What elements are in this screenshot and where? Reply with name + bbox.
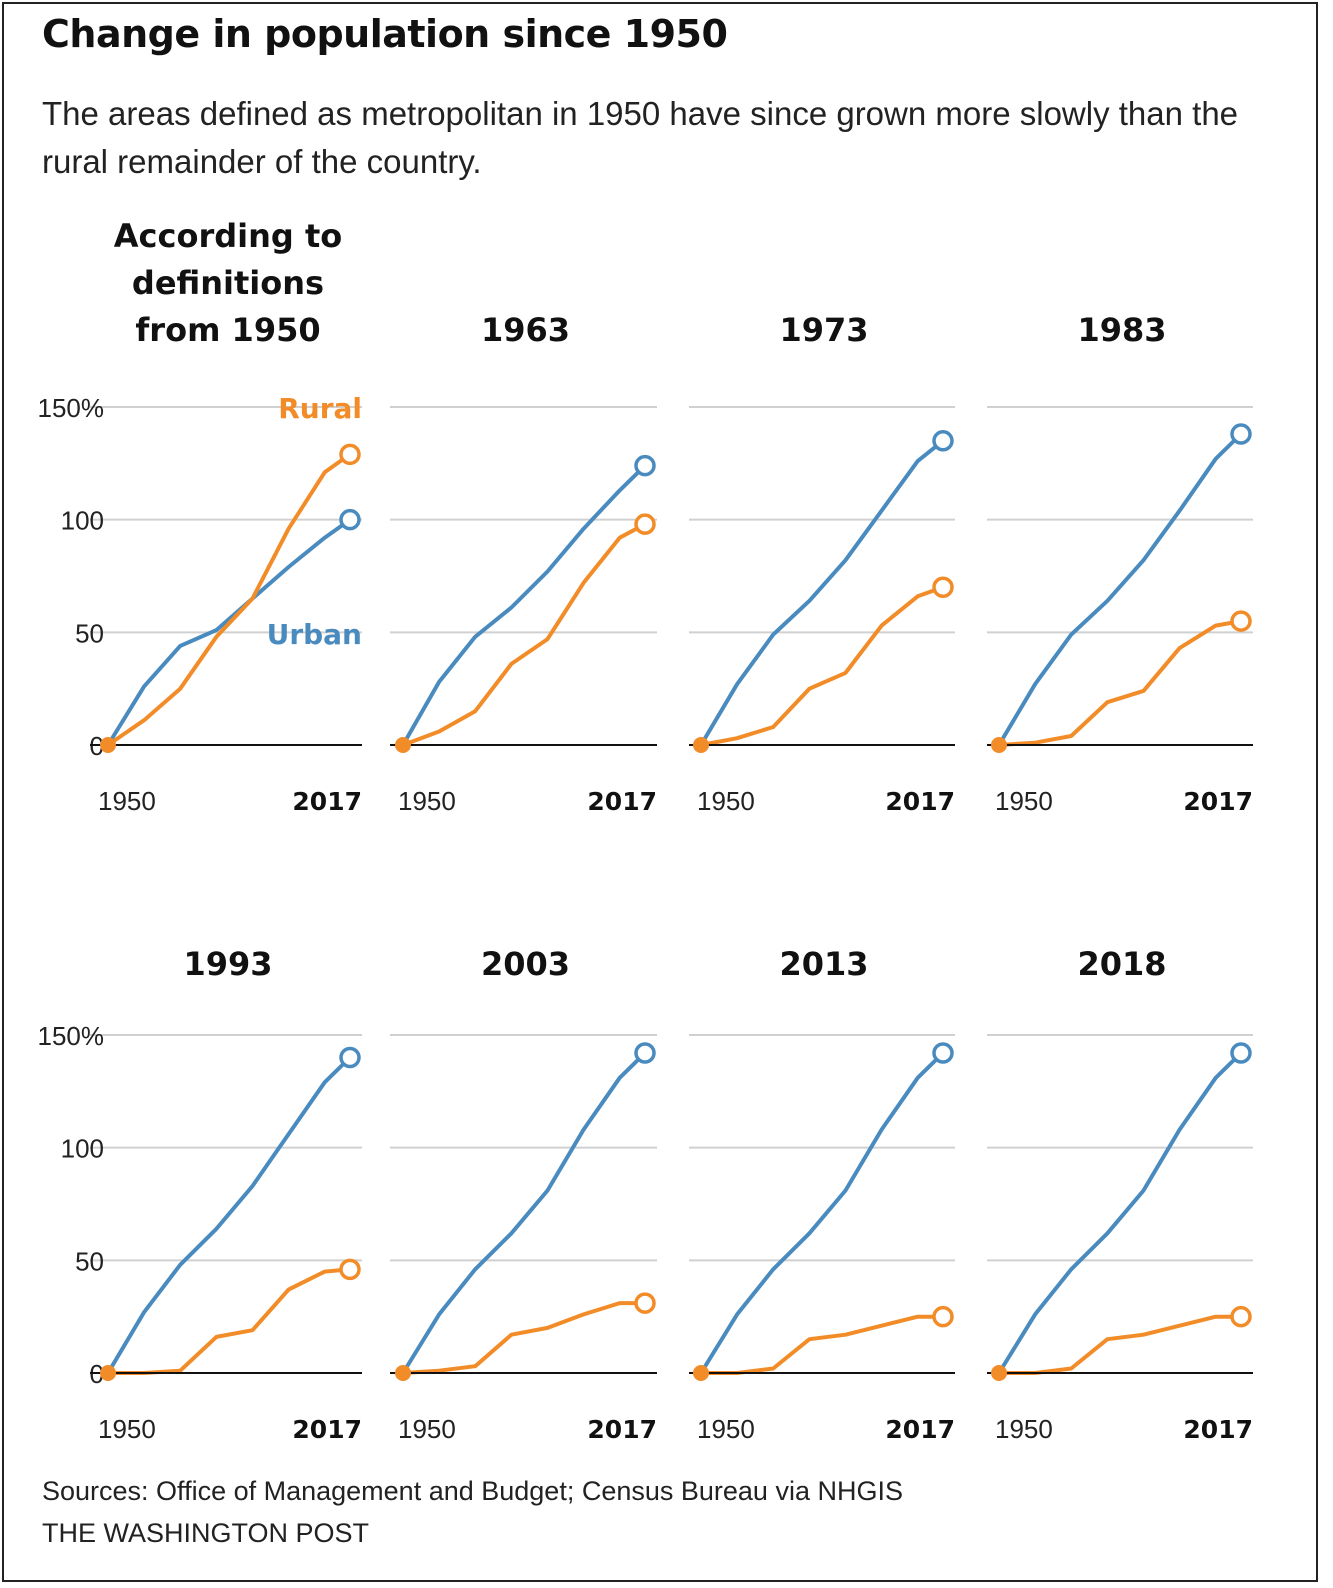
panel-title-line: definitions bbox=[132, 264, 324, 302]
x-tick-label-start: 1950 bbox=[398, 786, 456, 816]
rural-end-point bbox=[339, 1258, 361, 1281]
urban-line bbox=[106, 1055, 352, 1375]
urban-end-point bbox=[339, 1046, 361, 1069]
panel-title: 1973 bbox=[779, 311, 868, 349]
panel-title: 2013 bbox=[779, 945, 868, 983]
rural-line bbox=[401, 1301, 647, 1375]
x-tick-label-end: 2017 bbox=[885, 1415, 955, 1444]
chart-subtitle: The areas defined as metropolitan in 195… bbox=[42, 95, 1239, 180]
start-point bbox=[395, 737, 411, 753]
panel-0: According to definitions from 1950 150% 100 5… bbox=[38, 217, 362, 816]
rural-end-point bbox=[932, 1305, 954, 1328]
urban-line bbox=[106, 517, 352, 747]
x-tick-label-start: 1950 bbox=[98, 786, 156, 816]
x-tick-label-start: 1950 bbox=[995, 786, 1053, 816]
x-tick-label-end: 2017 bbox=[587, 787, 657, 816]
panel-title-line: 2013 bbox=[779, 945, 868, 983]
panel-7: 2018 1950 2017 bbox=[987, 945, 1253, 1444]
x-tick-label-end: 2017 bbox=[885, 787, 955, 816]
sources-note: Sources: Office of Management and Budget… bbox=[42, 1476, 903, 1506]
panel-title-line: 1963 bbox=[481, 311, 570, 349]
y-tick-label: 50 bbox=[75, 618, 104, 648]
urban-line bbox=[997, 432, 1243, 747]
urban-end-point bbox=[634, 454, 656, 477]
rural-line bbox=[997, 1314, 1243, 1375]
rural-line bbox=[106, 452, 352, 747]
urban-end-point bbox=[932, 1042, 954, 1064]
x-tick-label-end: 2017 bbox=[1183, 787, 1253, 816]
urban-line bbox=[401, 463, 647, 747]
urban-end-point bbox=[932, 430, 954, 452]
panel-title-line: 1973 bbox=[779, 311, 868, 349]
y-tick-label: 100 bbox=[61, 1134, 104, 1164]
y-tick-label: 150% bbox=[38, 393, 105, 423]
x-tick-label-end: 2017 bbox=[292, 1415, 362, 1444]
panel-title-line: 2003 bbox=[481, 945, 570, 983]
rural-end-point bbox=[1230, 1305, 1252, 1328]
panel-title: 1993 bbox=[183, 945, 272, 983]
y-tick-label: 100 bbox=[61, 506, 104, 536]
rural-line bbox=[401, 522, 647, 747]
x-tick-label-start: 1950 bbox=[98, 1414, 156, 1444]
rural-end-point bbox=[634, 1292, 656, 1314]
urban-line bbox=[997, 1051, 1243, 1375]
urban-end-point bbox=[1230, 1042, 1252, 1064]
rural-end-point bbox=[1230, 610, 1252, 632]
panel-title: According to definitions from 1950 bbox=[114, 217, 342, 349]
urban-line bbox=[699, 1051, 945, 1375]
x-tick-label-end: 2017 bbox=[292, 787, 362, 816]
panel-5: 2003 1950 2017 bbox=[390, 945, 657, 1444]
start-point bbox=[693, 1365, 709, 1381]
rural-end-point bbox=[932, 576, 954, 599]
start-point bbox=[693, 737, 709, 753]
chart-title: Change in population since 1950 bbox=[42, 12, 728, 56]
x-tick-label-end: 2017 bbox=[587, 1415, 657, 1444]
urban-end-point bbox=[339, 508, 361, 531]
panel-3: 1983 1950 2017 bbox=[987, 311, 1253, 816]
urban-end-point bbox=[634, 1042, 656, 1064]
panel-title-line: 2018 bbox=[1077, 945, 1166, 983]
rural-series-label: Rural bbox=[278, 392, 362, 425]
panel-6: 2013 1950 2017 bbox=[689, 945, 955, 1444]
start-point bbox=[100, 737, 116, 753]
panel-title: 2018 bbox=[1077, 945, 1166, 983]
panel-title: 1963 bbox=[481, 311, 570, 349]
x-tick-label-start: 1950 bbox=[398, 1414, 456, 1444]
start-point bbox=[395, 1365, 411, 1381]
rural-line bbox=[106, 1267, 352, 1375]
rural-line bbox=[699, 585, 945, 747]
rural-end-point bbox=[634, 513, 656, 535]
y-tick-label: 150% bbox=[38, 1021, 105, 1051]
panel-1: 1963 1950 2017 bbox=[390, 311, 657, 816]
urban-end-point bbox=[1230, 423, 1252, 445]
urban-line bbox=[699, 438, 945, 747]
panel-2: 1973 1950 2017 bbox=[689, 311, 955, 816]
panel-title-line: from 1950 bbox=[135, 311, 320, 349]
x-tick-label-start: 1950 bbox=[995, 1414, 1053, 1444]
y-tick-label: 50 bbox=[75, 1246, 104, 1276]
x-tick-label-end: 2017 bbox=[1183, 1415, 1253, 1444]
panel-title-line: According to bbox=[114, 217, 342, 255]
rural-line bbox=[997, 619, 1243, 747]
urban-series-label: Urban bbox=[267, 618, 362, 651]
start-point bbox=[100, 1365, 116, 1381]
start-point bbox=[991, 1365, 1007, 1381]
panel-title: 2003 bbox=[481, 945, 570, 983]
x-tick-label-start: 1950 bbox=[697, 786, 755, 816]
urban-line bbox=[401, 1051, 647, 1375]
start-point bbox=[991, 737, 1007, 753]
x-tick-label-start: 1950 bbox=[697, 1414, 755, 1444]
panel-title-line: 1983 bbox=[1077, 311, 1166, 349]
panel-title: 1983 bbox=[1077, 311, 1166, 349]
panel-title-line: 1993 bbox=[183, 945, 272, 983]
rural-end-point bbox=[339, 443, 361, 466]
publisher-credit: THE WASHINGTON POST bbox=[42, 1518, 370, 1548]
rural-line bbox=[699, 1314, 945, 1375]
